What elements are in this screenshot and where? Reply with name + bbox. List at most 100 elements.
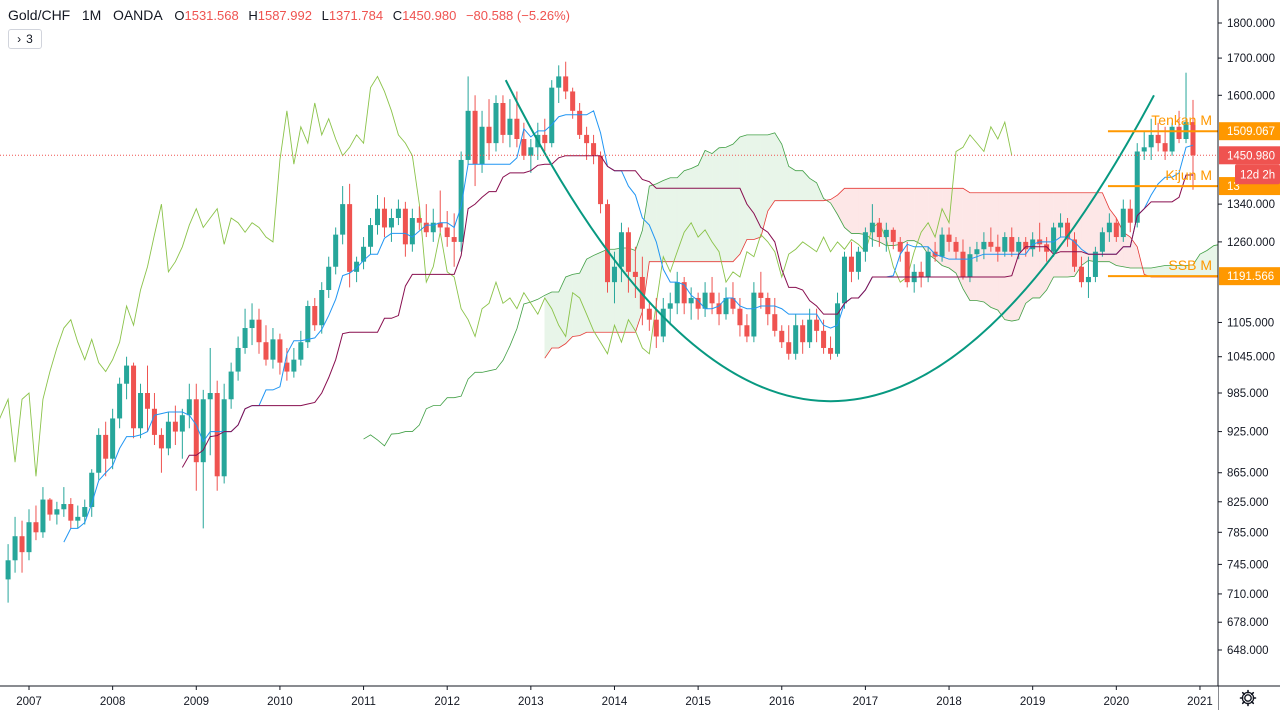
candle-body: [409, 218, 415, 245]
candle-body: [19, 536, 25, 553]
candle-body: [556, 76, 562, 88]
candle-body: [855, 251, 861, 272]
cloud-segment: [851, 188, 859, 234]
cloud-segment: [718, 147, 727, 262]
cloud-segment: [683, 168, 692, 262]
candle-body: [124, 365, 130, 384]
candle-body: [667, 303, 673, 309]
candle-body: [388, 218, 394, 228]
candle-body: [402, 208, 408, 245]
candle-body: [1134, 151, 1140, 223]
candle-body: [800, 325, 806, 343]
candle-body: [444, 227, 450, 238]
cloud-segment: [983, 192, 992, 308]
time-tick-label: 2008: [100, 696, 126, 708]
cloud-segment: [920, 188, 929, 255]
time-axis: [0, 686, 1218, 710]
candle-body: [75, 516, 81, 521]
time-tick-label: 2010: [267, 696, 293, 708]
candle-body: [193, 399, 199, 463]
candle-body: [179, 415, 185, 432]
plot-area: Tenkan M Kijun M SSB M: [0, 61, 1280, 603]
candle-body: [277, 339, 283, 363]
cloud-segment: [544, 291, 552, 359]
kijun-sen-line: [181, 155, 1193, 468]
candle-body: [33, 522, 39, 533]
candle-body: [1071, 239, 1078, 267]
cloud-segment: [795, 170, 803, 201]
candle-body: [1023, 241, 1029, 250]
senkou-span-a-line: [363, 132, 1280, 447]
candle-body: [1092, 251, 1098, 277]
candle-body: [1127, 208, 1133, 223]
cloud-segment: [858, 188, 866, 235]
candle-body: [458, 159, 464, 242]
candle-body: [967, 254, 973, 277]
candle-body: [305, 306, 311, 343]
candle-body: [47, 499, 53, 515]
annotation-axis-label: 1191.566: [1227, 271, 1274, 283]
indicators-toggle-button[interactable]: › 3: [8, 29, 42, 49]
candle-body: [1141, 147, 1147, 152]
countdown-label: 12d 2h: [1240, 169, 1275, 181]
interval[interactable]: 1M: [81, 7, 102, 23]
candle-body: [374, 208, 381, 226]
open-label: O: [174, 8, 185, 23]
candle-body: [1162, 143, 1168, 152]
gear-icon[interactable]: [1238, 688, 1258, 708]
time-tick-label: 2020: [1104, 696, 1130, 708]
candle-body: [493, 103, 499, 144]
candle-body: [1051, 227, 1057, 252]
candle-body: [500, 103, 506, 135]
cloud-segment: [649, 183, 657, 262]
candle-body: [479, 126, 485, 165]
candle-body: [918, 271, 924, 277]
time-tick-label: 2018: [936, 696, 962, 708]
candle-body: [40, 499, 46, 533]
candle-body: [862, 232, 868, 252]
candle-body: [814, 319, 820, 331]
candle-body: [883, 229, 889, 238]
cloud-segment: [725, 143, 734, 262]
cloud-segment: [663, 177, 671, 262]
indicator-count: 3: [26, 32, 33, 46]
close-label: C: [392, 8, 403, 23]
candle-body: [284, 362, 290, 372]
cloud-segment: [558, 276, 566, 349]
candle-body: [354, 261, 360, 272]
candle-body: [507, 118, 513, 135]
candle-body: [1190, 122, 1196, 156]
candle-body: [263, 342, 269, 360]
candle-body: [333, 234, 339, 267]
annotation-label: SSB M: [1168, 257, 1212, 273]
candle-body: [416, 218, 422, 223]
cloud-segment: [586, 255, 594, 333]
candle-body: [423, 222, 429, 233]
candle-body: [1169, 126, 1175, 152]
candle-body: [625, 232, 631, 272]
price-tick-label: 1260.000: [1227, 237, 1275, 249]
candle-body: [249, 319, 255, 329]
cloud-segment: [844, 188, 852, 234]
cloud-segment: [1004, 192, 1013, 322]
last-price-badge: [1219, 146, 1280, 165]
time-tick-label: 2016: [769, 696, 795, 708]
candle-body: [925, 251, 931, 277]
candle-body: [632, 271, 638, 277]
countdown-badge: [1235, 164, 1280, 185]
candle-body: [151, 408, 157, 435]
symbol-name[interactable]: Gold/CHF: [8, 7, 71, 23]
cloud-segment: [593, 251, 601, 333]
candle-body: [291, 359, 297, 372]
candle-body: [235, 347, 241, 372]
cloud-segment: [788, 165, 796, 201]
candle-body: [89, 472, 95, 508]
price-tick-label: 1105.000: [1227, 317, 1274, 329]
candle-body: [486, 126, 492, 144]
candle-body: [298, 342, 304, 360]
candle-body: [214, 393, 220, 477]
candle-body: [472, 110, 478, 165]
candle-body: [1009, 237, 1015, 252]
candle-body: [897, 241, 903, 252]
